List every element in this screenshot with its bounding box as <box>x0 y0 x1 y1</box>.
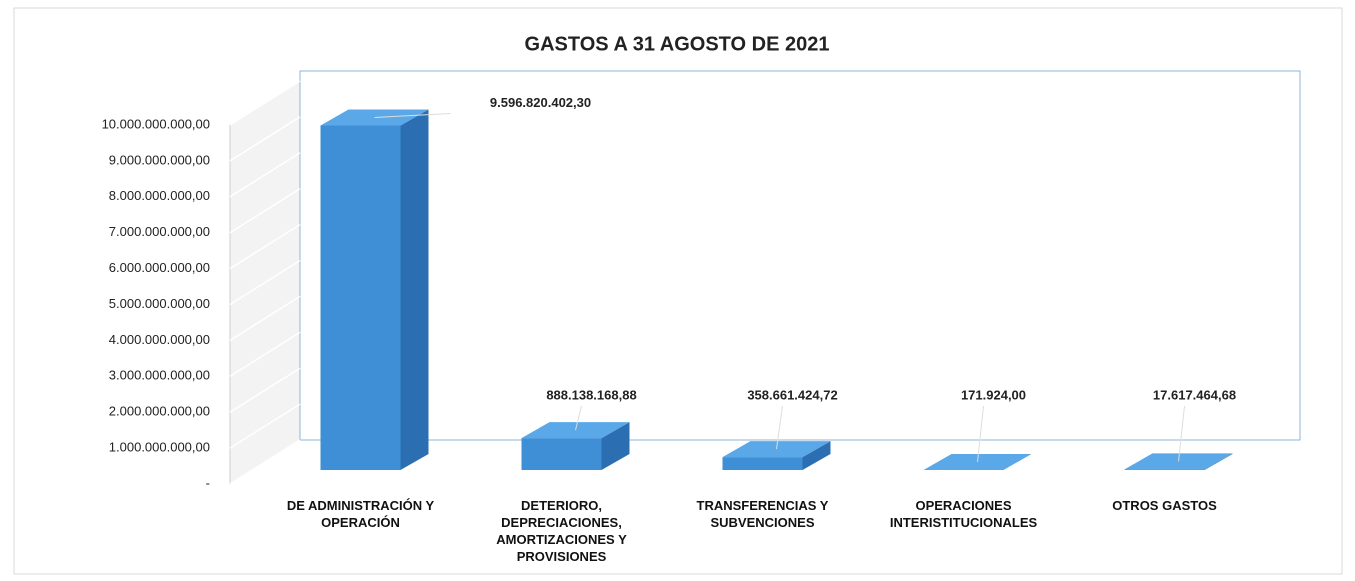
bar-front <box>320 125 401 470</box>
y-tick-label: 10.000.000.000,00 <box>102 116 210 131</box>
bar <box>923 453 1032 470</box>
grid-line <box>229 152 301 198</box>
grid-line <box>229 223 301 270</box>
bar <box>1124 453 1233 470</box>
y-tick-label: 5.000.000.000,00 <box>109 296 210 311</box>
y-tick-label: 8.000.000.000,00 <box>109 188 210 203</box>
grid-line <box>229 367 301 413</box>
bar-side <box>802 441 831 470</box>
bar <box>320 109 429 470</box>
bar-front <box>722 457 803 470</box>
y-tick-label: 6.000.000.000,00 <box>109 260 210 275</box>
grid-line <box>229 259 301 306</box>
grid-line <box>229 80 301 126</box>
x-tick-label: DETERIORO, DEPRECIACIONES, AMORTIZACIONE… <box>496 498 627 564</box>
y-tick-label: 4.000.000.000,00 <box>109 332 210 347</box>
leader-line <box>575 405 582 431</box>
bar-front <box>521 438 602 470</box>
y-tick-label: 9.000.000.000,00 <box>109 152 210 167</box>
y-tick-label: 2.000.000.000,00 <box>109 404 210 419</box>
bar-side <box>601 422 630 470</box>
chart-title: GASTOS A 31 AGOSTO DE 2021 <box>525 33 830 55</box>
grid-line <box>229 295 301 342</box>
grid-line <box>229 331 301 377</box>
grid-line <box>229 116 301 162</box>
x-tick-label: TRANSFERENCIAS Y SUBVENCIONES <box>696 498 829 530</box>
x-tick-label: OPERACIONES INTERISTITUCIONALES <box>889 498 1038 530</box>
y-tick-label: 3.000.000.000,00 <box>109 368 210 383</box>
value-label: 9.596.820.402,30 <box>490 95 591 110</box>
bar <box>521 422 630 470</box>
y-tick-label: 1.000.000.000,00 <box>109 440 210 455</box>
bar-side <box>1204 453 1233 470</box>
value-label: 17.617.464,68 <box>1153 387 1236 402</box>
chart-border <box>13 7 1343 575</box>
value-label: 171.924,00 <box>961 387 1026 402</box>
back-wall <box>299 70 1301 441</box>
bar-side <box>400 109 429 470</box>
bar-front <box>1124 469 1205 470</box>
leader-line <box>374 112 451 118</box>
value-label: 358.661.424,72 <box>747 387 837 402</box>
y-tick-label: 7.000.000.000,00 <box>109 224 210 239</box>
bar <box>722 441 831 470</box>
x-tick-label: OTROS GASTOS <box>1112 498 1217 513</box>
y-tick-label: - <box>206 475 210 490</box>
grid-line <box>229 439 301 485</box>
leader-line <box>1178 405 1185 462</box>
grid-line <box>229 403 301 449</box>
leader-line <box>977 405 984 463</box>
value-label: 888.138.168,88 <box>546 387 636 402</box>
leader-line <box>776 405 783 450</box>
grid-line <box>229 188 301 234</box>
bar-side <box>1003 453 1032 470</box>
x-tick-label: DE ADMINISTRACIÓN Y OPERACIÓN <box>286 498 435 530</box>
